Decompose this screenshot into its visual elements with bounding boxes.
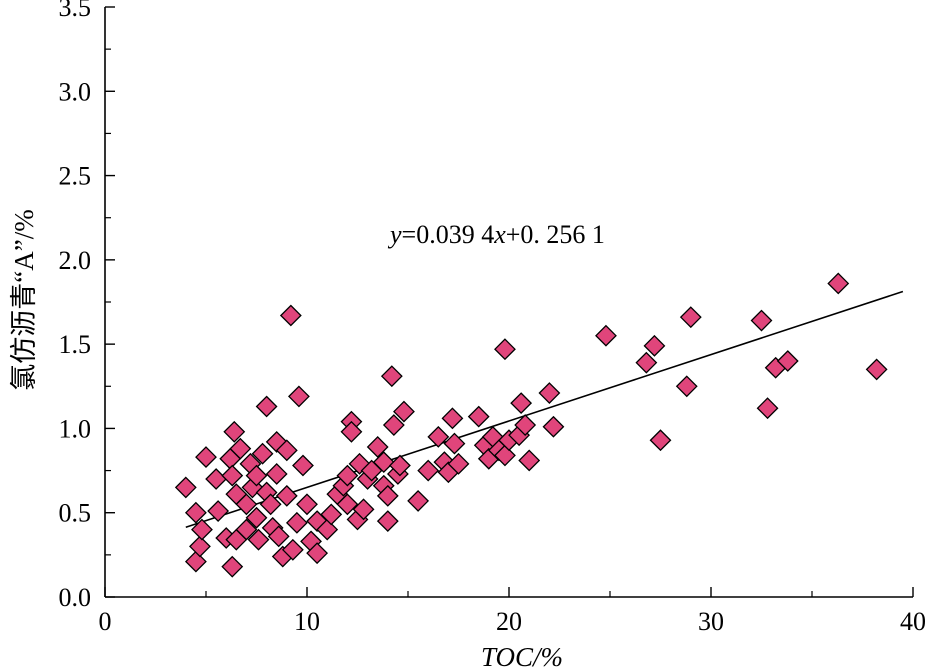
data-point (316, 518, 339, 541)
data-point (376, 484, 399, 507)
data-point (756, 397, 779, 420)
y-tick-label: 1.5 (59, 330, 92, 359)
data-point (389, 454, 411, 477)
data-point (340, 420, 363, 443)
data-point (675, 375, 698, 398)
data-point (643, 334, 666, 357)
data-point (467, 405, 490, 428)
data-point (275, 439, 298, 462)
x-tick-label: 10 (294, 607, 320, 636)
data-point (514, 414, 537, 436)
data-point (288, 385, 310, 408)
data-point (195, 446, 217, 469)
data-point (275, 484, 298, 507)
y-tick-label: 2.0 (59, 246, 92, 275)
data-point (380, 365, 403, 388)
data-point (259, 493, 282, 516)
trendline (185, 290, 904, 529)
data-point (427, 425, 450, 448)
data-point (306, 542, 329, 565)
data-point (174, 476, 197, 499)
data-point (320, 503, 343, 526)
data-point (679, 306, 702, 329)
data-point (776, 350, 799, 372)
data-point (235, 493, 258, 516)
data-point (292, 454, 314, 477)
x-tick-label: 30 (698, 607, 724, 636)
y-tick-label: 3.0 (59, 77, 92, 106)
data-point (865, 358, 888, 381)
data-point (372, 451, 395, 474)
y-tick-label: 3.5 (59, 0, 92, 22)
data-point (221, 555, 244, 578)
axes (104, 6, 914, 598)
data-point (649, 429, 672, 452)
data-points (174, 272, 888, 578)
data-point (207, 500, 230, 522)
data-point (247, 528, 270, 551)
data-point (352, 498, 375, 521)
x-tick-label: 0 (99, 607, 112, 636)
x-tick-label: 20 (496, 607, 522, 636)
data-point (296, 493, 318, 516)
data-point (285, 511, 308, 534)
data-point (205, 468, 228, 490)
data-point (229, 437, 252, 460)
data-point (407, 489, 430, 512)
data-point (223, 420, 246, 443)
data-point (279, 304, 302, 327)
data-point (393, 400, 415, 423)
x-axis-title: TOC/% (481, 642, 563, 670)
data-point (191, 518, 213, 541)
data-point (382, 414, 405, 436)
x-tick-label: 40 (900, 607, 926, 636)
data-point (184, 501, 207, 524)
data-point (221, 464, 244, 487)
data-point (441, 407, 464, 430)
data-point (542, 415, 565, 438)
y-tick-label: 0.0 (59, 583, 92, 612)
data-point (417, 459, 440, 482)
data-point (538, 382, 561, 404)
y-tick-label: 0.5 (59, 499, 92, 528)
equation-y: y (387, 220, 402, 249)
data-point (443, 432, 466, 455)
data-point (251, 442, 274, 465)
data-point (189, 535, 211, 558)
y-axis-title: 氯仿沥青“A”/% (9, 209, 39, 390)
trendline-group (185, 290, 904, 529)
data-point (267, 525, 290, 548)
data-point (494, 338, 516, 361)
data-point (336, 493, 359, 516)
data-point (245, 506, 268, 529)
data-point (447, 452, 470, 475)
equation-suffix: +0. 256 1 (506, 220, 605, 249)
data-point (635, 351, 658, 374)
data-point (750, 309, 773, 332)
data-point (281, 538, 304, 561)
data-point (235, 518, 258, 541)
data-point (265, 463, 288, 485)
y-tick-label: 1.0 (59, 414, 92, 443)
data-point (245, 464, 268, 487)
data-point (595, 324, 617, 347)
data-point (255, 395, 278, 418)
equation-middle: =0.039 4 (402, 220, 495, 249)
data-point (510, 392, 533, 415)
data-point (184, 550, 207, 573)
data-point (366, 436, 389, 458)
data-point (494, 444, 516, 467)
data-point (336, 464, 359, 487)
data-point (376, 510, 399, 533)
equation-x: x (493, 220, 506, 249)
tick-labels: 0.0 0.5 1.0 1.5 2.0 2.5 3.0 3.5 0 10 20 30 40 (59, 0, 927, 636)
data-point (518, 449, 541, 472)
y-tick-label: 2.5 (59, 162, 92, 191)
data-point (827, 272, 850, 295)
equation-annotation: y=0.039 4x+0. 256 1 (387, 220, 605, 249)
